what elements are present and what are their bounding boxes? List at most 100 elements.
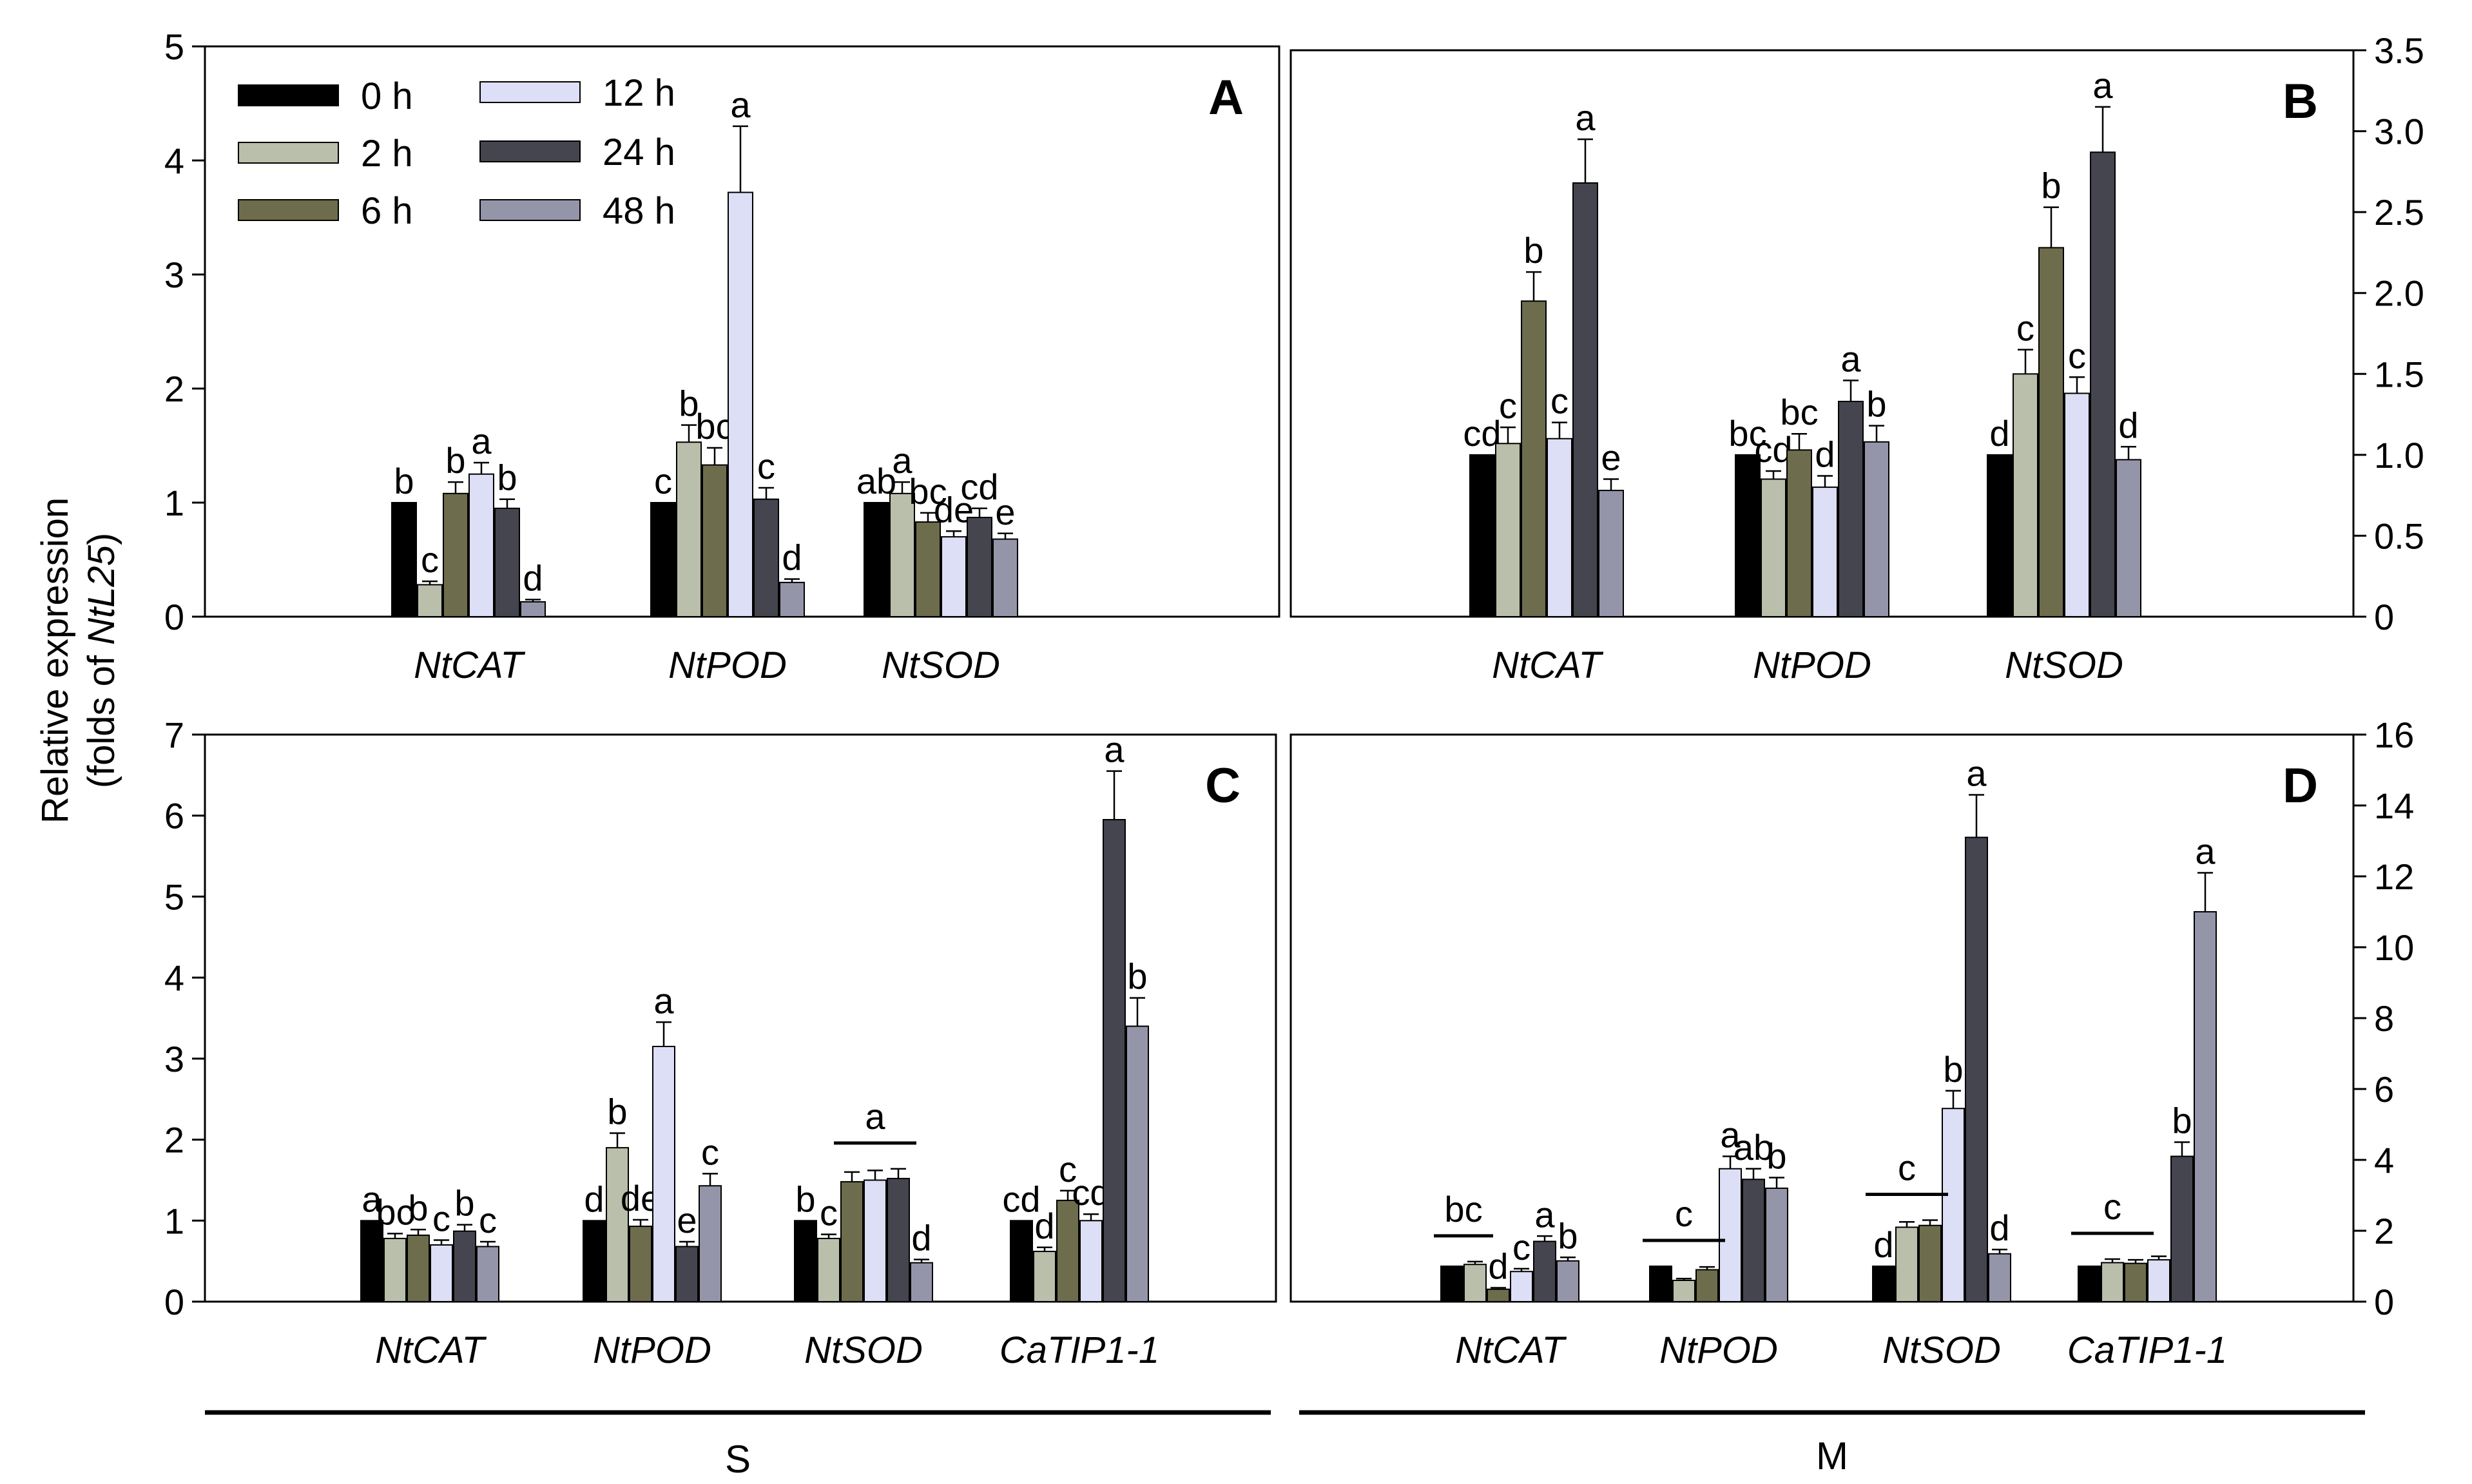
panel-c-category-label: NtSOD bbox=[804, 1329, 923, 1371]
panel-a-bar-ntpod-48-h bbox=[779, 581, 805, 618]
panel-b-bar-ntcat-48-h bbox=[1598, 490, 1624, 618]
panel-a-category-label: NtCAT bbox=[414, 644, 525, 686]
panel-d-category-label: CaTIP1-1 bbox=[2067, 1329, 2227, 1371]
panel-d-ytick-label: 2 bbox=[2374, 1211, 2394, 1251]
panel-d-bar-ntsod-24-h bbox=[1965, 836, 1988, 1302]
panel-c-bar-ntpod-2-h bbox=[606, 1147, 629, 1302]
panel-b-significance-letter: c bbox=[2068, 335, 2086, 376]
panel-b-bar-ntpod-2-h bbox=[1761, 478, 1786, 617]
panel-a-category-label: NtSOD bbox=[882, 644, 1000, 686]
panel-a-bar-ntcat-24-h bbox=[494, 507, 520, 617]
panel-b-bar-ntcat-2-h bbox=[1495, 443, 1521, 618]
panel-c-significance-letter: c bbox=[432, 1198, 450, 1238]
panel-a-significance-letter: c bbox=[757, 446, 775, 487]
legend-swatch-48-h bbox=[479, 199, 581, 221]
panel-d-bar-ntsod-2-h bbox=[1895, 1226, 1918, 1302]
panel-a-significance-letter: b bbox=[445, 440, 465, 481]
panel-d-ytick-label: 8 bbox=[2374, 998, 2394, 1039]
panel-b-significance-letter: bc bbox=[1780, 392, 1818, 432]
panel-c-significance-letter: c bbox=[479, 1200, 497, 1240]
legend-label-6-h: 6 h bbox=[361, 190, 413, 232]
panel-b-bar-ntcat-0-h bbox=[1469, 454, 1495, 617]
panel-c-category-label: CaTIP1-1 bbox=[999, 1329, 1159, 1371]
panel-a-significance-letter: d bbox=[523, 557, 543, 598]
panel-b-bar-ntsod-24-h bbox=[2090, 151, 2116, 618]
panel-d-bar-ntcat-48-h bbox=[1556, 1260, 1579, 1302]
panel-b-bar-ntcat-24-h bbox=[1572, 182, 1598, 617]
panel-c-ytick-label: 2 bbox=[164, 1120, 184, 1161]
panel-d-ytick-label: 0 bbox=[2374, 1282, 2394, 1322]
panel-a-bar-ntpod-24-h bbox=[753, 498, 779, 617]
panel-d-bar-ntcat-0-h bbox=[1440, 1266, 1463, 1302]
legend-swatch-12-h bbox=[479, 81, 581, 103]
panel-b-significance-letter: cd bbox=[1754, 429, 1792, 470]
panel-d-bar-ntcat-12-h bbox=[1510, 1271, 1533, 1302]
panel-d-ytick-label: 10 bbox=[2374, 927, 2414, 968]
panel-a-bar-ntsod-6-h bbox=[915, 521, 941, 618]
panel-c-ytick-label: 5 bbox=[164, 876, 184, 917]
panel-a-significance-letter: a bbox=[471, 421, 492, 461]
panel-b-bar-ntsod-2-h bbox=[2013, 373, 2038, 617]
panel-b-bar-ntsod-48-h bbox=[2116, 459, 2141, 617]
panel-c-ytick-label: 7 bbox=[164, 715, 184, 755]
panel-b-ytick-label: 1.0 bbox=[2374, 435, 2424, 476]
panel-c-bar-catip1-1-6-h bbox=[1056, 1199, 1079, 1303]
legend: 0 h 2 h 6 h 12 h 24 h 48 h bbox=[238, 72, 675, 232]
panel-c-significance-letter: b bbox=[795, 1179, 815, 1219]
panel-c-bar-ntcat-12-h bbox=[430, 1244, 453, 1302]
legend-label-48-h: 48 h bbox=[603, 190, 675, 232]
group-label-m: M bbox=[1816, 1434, 1848, 1478]
panel-c-bar-ntpod-48-h bbox=[699, 1185, 722, 1302]
panel-d-ytick-label: 12 bbox=[2374, 856, 2414, 897]
panel-c-bar-ntpod-24-h bbox=[675, 1246, 699, 1302]
panel-d-bar-catip1-1-0-h bbox=[2078, 1266, 2101, 1302]
panel-d-significance-letter: d bbox=[1488, 1246, 1508, 1287]
panel-a-ytick-label: 1 bbox=[164, 483, 184, 523]
legend-swatch-2-h bbox=[238, 142, 339, 164]
panel-a-significance-letter: e bbox=[995, 492, 1015, 532]
panel-c-frame bbox=[204, 733, 1277, 1303]
panel-a-ytick-label: 5 bbox=[164, 26, 184, 67]
panel-a-bar-ntsod-24-h bbox=[967, 517, 992, 618]
panel-c-ytick-label: 4 bbox=[164, 958, 184, 998]
panel-d-bar-catip1-1-2-h bbox=[2101, 1262, 2124, 1302]
panel-d-bar-ntpod-2-h bbox=[1672, 1280, 1695, 1302]
panel-a-bar-ntcat-6-h bbox=[443, 492, 468, 618]
panel-b-bar-ntpod-0-h bbox=[1735, 454, 1761, 617]
panel-c-significance-letter: c bbox=[820, 1193, 838, 1233]
panel-d-significance-letter: a bbox=[1534, 1194, 1555, 1235]
panel-c-significance-letter: b bbox=[607, 1092, 627, 1132]
panel-c-bar-catip1-1-0-h bbox=[1010, 1220, 1033, 1303]
panel-c-ytick-label: 6 bbox=[164, 796, 184, 836]
panel-c-significance-letter: d bbox=[584, 1179, 604, 1219]
panel-d-bar-catip1-1-12-h bbox=[2147, 1259, 2170, 1302]
panel-a-significance-letter: bc bbox=[695, 406, 733, 447]
panel-c-bar-catip1-1-24-h bbox=[1103, 819, 1126, 1302]
panel-d-bar-ntpod-48-h bbox=[1765, 1188, 1788, 1302]
panel-b-bar-ntpod-48-h bbox=[1864, 441, 1889, 617]
panel-a-bar-ntsod-12-h bbox=[941, 536, 967, 617]
panel-a-category-label: NtPOD bbox=[668, 644, 787, 686]
y-axis-title-line1: Relative expression bbox=[34, 497, 76, 824]
panel-b-significance-letter: d bbox=[1815, 434, 1835, 475]
panel-d-significance-letter: b bbox=[2172, 1101, 2192, 1141]
panel-a-bar-ntpod-0-h bbox=[650, 502, 676, 617]
panel-c-significance-letter: b bbox=[408, 1188, 428, 1228]
panel-b-ytick-label: 3.0 bbox=[2374, 111, 2424, 152]
panel-d-significance-letter: b bbox=[1766, 1136, 1786, 1177]
legend-label-0-h: 0 h bbox=[361, 75, 413, 117]
panel-b-significance-letter: e bbox=[1601, 438, 1621, 478]
panel-d-ytick-label: 14 bbox=[2374, 785, 2414, 826]
panel-c-significance-letter: a bbox=[1104, 729, 1125, 770]
panel-c-bar-ntsod-6-h bbox=[840, 1180, 864, 1303]
panel-c-bar-ntsod-0-h bbox=[794, 1220, 817, 1303]
panel-d-category-label: NtCAT bbox=[1455, 1329, 1567, 1371]
panel-d-bar-ntsod-12-h bbox=[1942, 1108, 1965, 1302]
legend-swatch-24-h bbox=[479, 140, 581, 162]
panel-b-bar-ntpod-6-h bbox=[1786, 449, 1812, 618]
legend-label-2-h: 2 h bbox=[361, 133, 413, 175]
panel-d-bar-ntsod-6-h bbox=[1918, 1224, 1942, 1302]
panel-a-bar-ntcat-0-h bbox=[391, 502, 417, 617]
